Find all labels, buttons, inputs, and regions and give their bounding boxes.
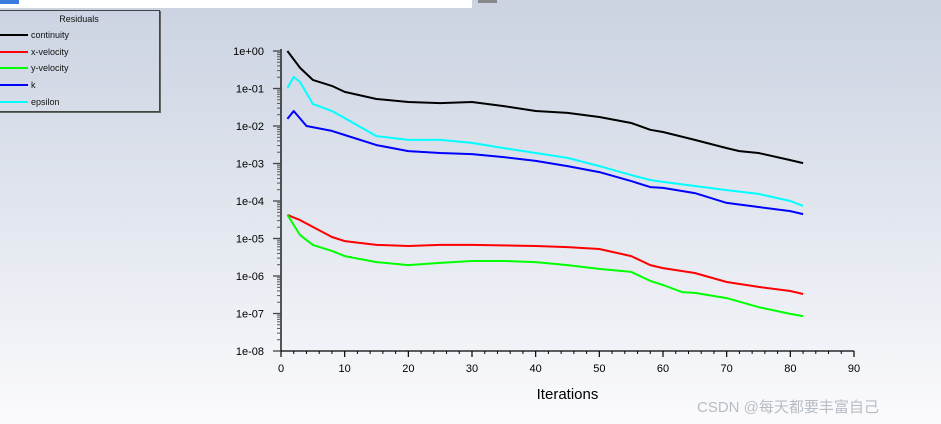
y-tick-label: 1e-02 — [236, 121, 264, 133]
x-tick-label: 40 — [530, 363, 542, 375]
y-tick-label: 1e-08 — [236, 346, 264, 358]
legend-label: k — [31, 80, 36, 91]
x-tick-label: 90 — [848, 363, 860, 375]
legend-swatch — [0, 84, 28, 87]
y-tick-label: 1e-01 — [236, 84, 264, 96]
x-tick-label: 0 — [278, 363, 284, 375]
window-tab-indicator — [0, 0, 19, 4]
y-tick-label: 1e+00 — [233, 46, 264, 58]
y-tick-label: 1e-07 — [236, 309, 264, 321]
legend-label: continuity — [31, 30, 70, 41]
x-tick-label: 80 — [784, 363, 796, 375]
x-tick-label: 30 — [466, 363, 478, 375]
window-control — [478, 0, 497, 3]
legend-item-x-velocity: x-velocity — [0, 44, 159, 61]
series-line-y-velocity — [286, 214, 804, 318]
legend-swatch — [0, 50, 28, 53]
x-axis-label: Iterations — [537, 386, 599, 403]
legend-swatch — [0, 34, 28, 37]
legend-item-y-velocity: y-velocity — [0, 60, 159, 77]
legend-label: y-velocity — [31, 63, 69, 74]
x-tick-label: 20 — [402, 363, 414, 375]
x-tick-label: 50 — [593, 363, 605, 375]
y-tick-label: 1e-06 — [236, 271, 264, 283]
x-tick-label: 60 — [657, 363, 669, 375]
legend-item-continuity: continuity — [0, 27, 159, 44]
x-tick-label: 10 — [339, 363, 351, 375]
y-tick-label: 1e-03 — [236, 159, 264, 171]
legend: Residuals continuity x-velocity y-velocity… — [0, 10, 160, 112]
series-line-continuity — [286, 50, 804, 165]
x-tick-label: 70 — [721, 363, 733, 375]
legend-label: epsilon — [31, 96, 60, 107]
legend-item-k: k — [0, 77, 159, 94]
legend-swatch — [0, 67, 28, 70]
top-window-strip — [0, 0, 472, 8]
legend-swatch — [0, 100, 28, 103]
legend-label: x-velocity — [31, 46, 69, 57]
legend-title: Residuals — [59, 14, 99, 24]
watermark: CSDN @每天都要丰富自己 — [697, 399, 879, 416]
legend-item-epsilon: epsilon — [0, 93, 159, 110]
series-line-k — [286, 110, 804, 216]
series-line-epsilon — [286, 75, 804, 207]
y-tick-label: 1e-04 — [236, 196, 264, 208]
series-line-x-velocity — [287, 213, 804, 295]
y-tick-label: 1e-05 — [236, 234, 264, 246]
